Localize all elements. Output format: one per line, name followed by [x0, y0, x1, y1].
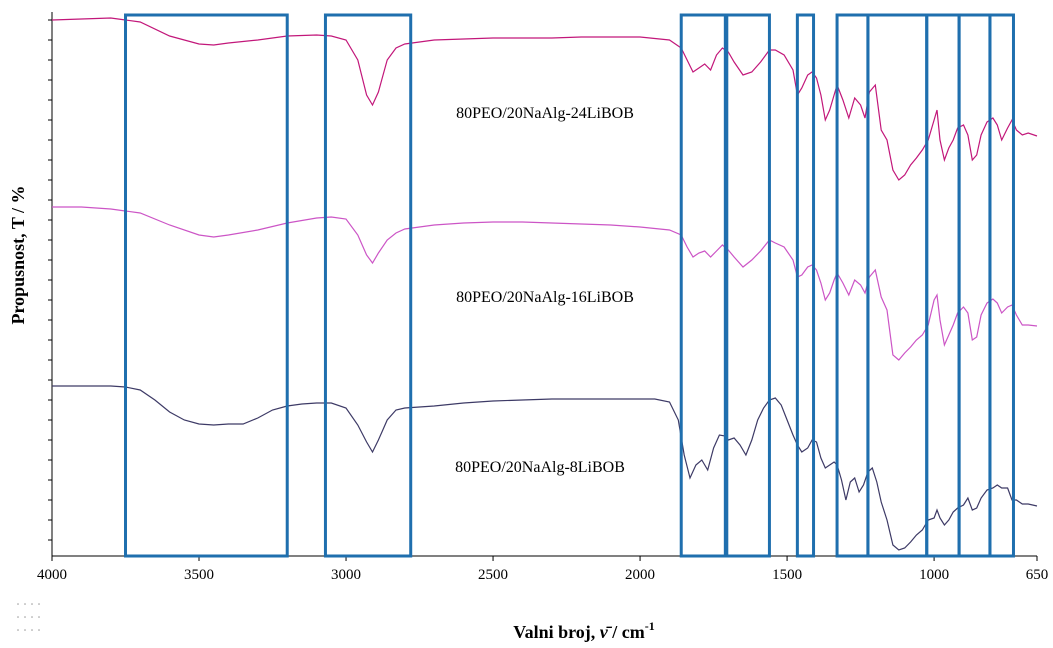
series-label-2: 80PEO/20NaAlg-16LiBOB: [456, 289, 634, 306]
dotted-mark: [17, 603, 40, 631]
x-axis-tick-labels: 4000 3500 3000 2500 2000 1500 1000 650: [37, 567, 1048, 583]
highlight-band-3: [679, 13, 727, 558]
x-tick-label-2500: 2500: [478, 567, 508, 583]
x-tick-label-1000: 1000: [919, 567, 949, 583]
x-tick-label-3500: 3500: [184, 567, 214, 583]
series-labels: 80PEO/20NaAlg-24LiBOB 80PEO/20NaAlg-16LiB…: [455, 105, 634, 476]
x-tick-label-1500: 1500: [772, 567, 802, 583]
x-tick-label-3000: 3000: [331, 567, 361, 583]
x-axis-title: Valni broj, ν̄ / cm-1: [513, 619, 655, 642]
x-tick-label-4000: 4000: [37, 567, 67, 583]
x-axis-title-sup: -1: [645, 619, 655, 633]
highlight-band-4: [725, 13, 771, 558]
x-axis-title-main: Valni broj,: [513, 622, 600, 642]
x-axis-title-unit: / cm: [608, 622, 645, 642]
highlight-band-9: [957, 13, 992, 558]
highlight-band-5: [795, 13, 816, 558]
series-line-1: [51, 17, 1038, 181]
highlight-band-2: [323, 13, 413, 558]
series-line-3: [52, 385, 1038, 551]
highlight-band-1: [124, 13, 289, 558]
highlight-band-10: [988, 13, 1015, 558]
highlight-band-8: [925, 13, 961, 558]
series-line-2: [52, 206, 1038, 361]
x-tick-label-2000: 2000: [625, 567, 655, 583]
y-axis-title: Propusnost, T / %: [8, 185, 28, 324]
series-label-3: 80PEO/20NaAlg-8LiBOB: [455, 459, 625, 476]
highlight-bands: [124, 13, 1015, 558]
y-axis-ticks: [48, 19, 52, 541]
series-label-1: 80PEO/20NaAlg-24LiBOB: [456, 105, 634, 122]
x-tick-label-650: 650: [1026, 567, 1049, 583]
